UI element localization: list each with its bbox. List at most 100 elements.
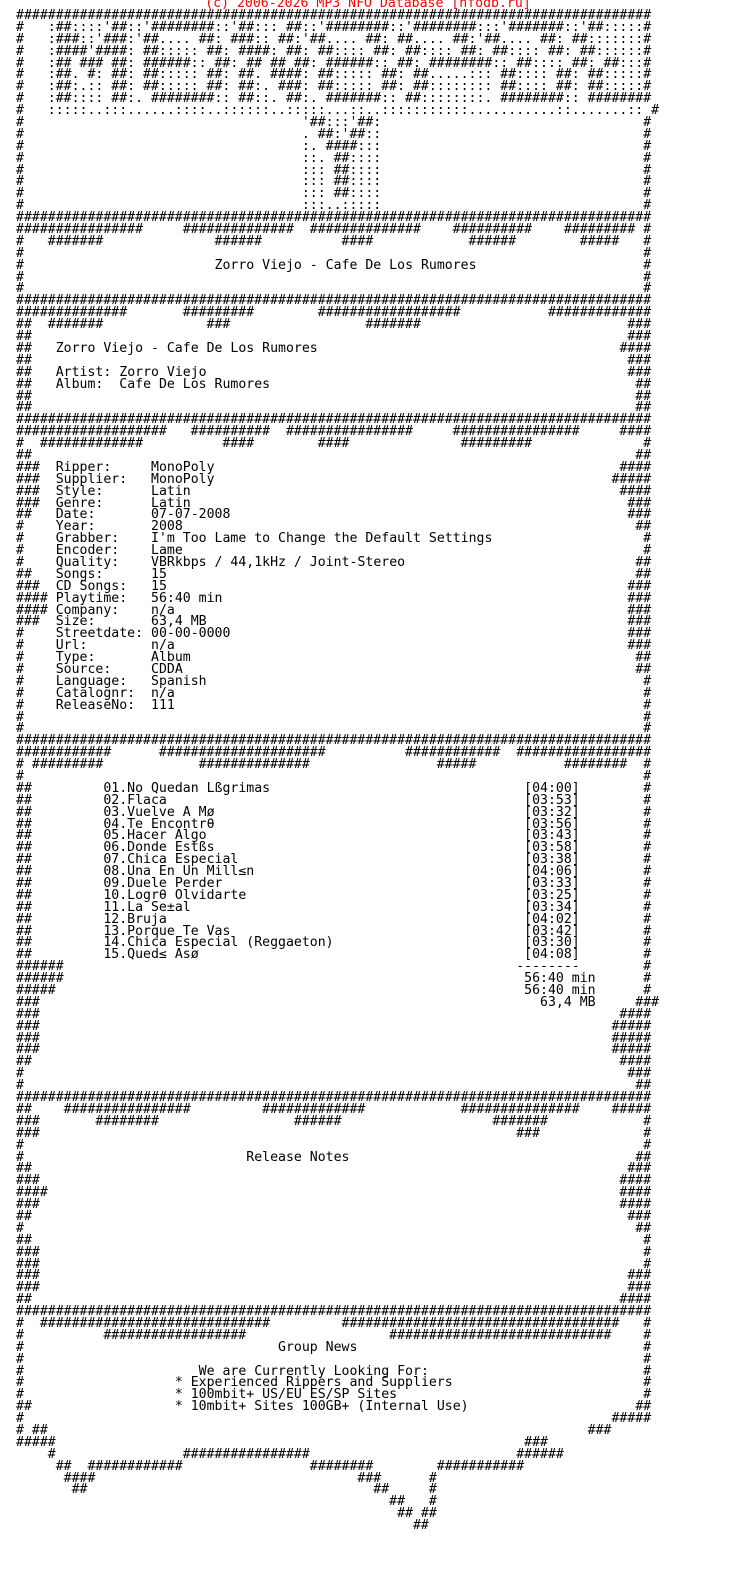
border-left: ## <box>16 340 32 356</box>
track-title: 09.Duele Perder <box>103 876 223 892</box>
field-label: Songs: <box>55 566 104 582</box>
field-label: Language: <box>55 673 128 689</box>
track-time: [03:34] <box>524 899 580 915</box>
border-right: # <box>643 911 652 927</box>
text-row: ## ### <box>16 1208 659 1224</box>
line-text: Group News <box>174 1339 358 1355</box>
ascii-art-line: # :##::::'##::'########::'##::: ##::'###… <box>16 19 652 35</box>
ascii-art-line: # ####### ###### #### ###### ##### # <box>16 233 652 249</box>
track-title: 03.Vuelve A Mø <box>103 804 215 820</box>
ascii-art-line: # :####'####: ##::::: ##: ####: ##: ##::… <box>16 43 652 59</box>
border-right: ## <box>635 1078 652 1094</box>
border-right: # <box>643 1375 652 1391</box>
border-left: # <box>16 673 24 689</box>
border-left: # <box>16 1375 24 1391</box>
release-notes-section: ########################################… <box>16 1091 659 1308</box>
border-left: # <box>16 1137 24 1153</box>
track-title: 04.Te Encontrθ <box>103 816 215 832</box>
text-row: # # <box>16 1353 659 1366</box>
track-title: 06.Donde Estßs <box>103 840 215 856</box>
border-right: ## <box>635 388 652 404</box>
line-text: * 100mbit+ US/EU ES/SP Sites <box>174 1387 398 1403</box>
border-right: #### <box>619 1006 652 1022</box>
text-row: ### ##### <box>16 1043 659 1056</box>
text-row: ## #### <box>16 1292 659 1308</box>
ascii-art-line: # ::. ##:::: # <box>16 150 652 166</box>
border-left: # <box>16 1078 24 1094</box>
field-row: ## Artist: Zorro Viejo ### <box>16 364 659 380</box>
track-row: ## 03.Vuelve A Mø [03:32] # <box>16 804 659 820</box>
ascii-art-line: ########################################… <box>16 293 652 309</box>
track-time: [03:56] <box>524 816 580 832</box>
border-right: ## <box>635 376 652 392</box>
border-right: ### <box>627 1280 652 1296</box>
border-left: ## <box>16 1161 32 1177</box>
border-left: ## <box>16 1292 32 1308</box>
field-row: ### Ripper: MonoPoly #### <box>16 459 659 475</box>
border-right: ### <box>627 590 652 606</box>
text-row: # # <box>16 247 659 260</box>
track-time: [03:58] <box>524 840 580 856</box>
ascii-art-line: # :##. #: ##: ##::::: ##: ##. ####: ##::… <box>16 67 652 83</box>
ascii-art-line: ## ## # <box>16 1482 437 1498</box>
field-label: Source: <box>55 661 112 677</box>
border-right: # <box>643 685 652 701</box>
ascii-art-line: ##### ### <box>16 1434 548 1450</box>
ascii-art-line: # :. ####::: # <box>16 138 652 154</box>
line-text: * 10mbit+ Sites 100GB+ (Internal Use) <box>174 1399 469 1415</box>
track-row: ## 06.Donde Estßs [03:58] # <box>16 840 659 856</box>
field-label: Artist: <box>55 364 112 380</box>
track-row: ## 10.Logrθ Olvidarte [03:25] # <box>16 887 659 903</box>
border-right: ### <box>627 638 652 654</box>
border-right: # <box>643 1339 652 1355</box>
border-left: # <box>16 257 24 273</box>
border-right: # <box>643 269 652 285</box>
border-right: ## <box>635 661 652 677</box>
border-left: # <box>16 661 24 677</box>
border-left: ## <box>16 876 32 892</box>
border-right: ##### <box>611 1411 652 1427</box>
border-left: ## <box>16 364 32 380</box>
border-right: #### <box>619 1197 652 1213</box>
ascii-art-line: ############## ######### ###############… <box>16 305 652 321</box>
text-row: ## * 10mbit+ Sites 100GB+ (Internal Use)… <box>16 1399 659 1415</box>
track-row: ## 13.Porque Te Vas [03:42] # <box>16 925 659 938</box>
ascii-art-line: # :##:::: ##:. ########:: ##::. ##:. ###… <box>16 91 652 107</box>
border-left: # <box>16 543 24 559</box>
border-right: ## <box>635 1399 652 1415</box>
border-right: # <box>643 887 652 903</box>
release-details-section: ################### ########## #########… <box>16 425 659 735</box>
text-row: # # <box>16 770 659 783</box>
track-row: ## 14.Chica Especial (Reggaeton) [03:30]… <box>16 936 659 949</box>
field-value: CDDA <box>151 661 183 677</box>
field-label: Encoder: <box>55 543 120 559</box>
field-value: 2008 <box>151 519 183 535</box>
ascii-art-line: ## ## <box>16 1506 437 1522</box>
border-left: ### <box>16 1030 40 1046</box>
border-right: ## <box>635 1149 652 1165</box>
track-row: ## 11.La Se±al [03:34] # <box>16 899 659 915</box>
border-right: # <box>643 1137 652 1153</box>
ascii-art-line: # ######### ############## ##### #######… <box>16 757 652 773</box>
border-right: # <box>643 543 652 559</box>
ascii-art-line: ########################################… <box>16 412 652 428</box>
border-right: # <box>643 1232 652 1248</box>
border-left: ### <box>16 578 40 594</box>
track-title: 15.Qued≤ Asø <box>103 947 199 963</box>
field-value: MonoPoly <box>151 459 215 475</box>
border-right: # <box>643 697 652 713</box>
text-row: # * 100mbit+ US/EU ES/SP Sites # <box>16 1387 659 1403</box>
border-left: ## <box>16 780 32 796</box>
border-left: ## <box>16 507 32 523</box>
logo-section: ########################################… <box>16 9 659 224</box>
border-right: ## <box>635 566 652 582</box>
field-label: Playtime: <box>55 590 128 606</box>
border-left: ## <box>16 566 32 582</box>
field-label: Ripper: <box>55 459 112 475</box>
border-right: ### <box>627 1208 652 1224</box>
track-title: 05.Hacer Algo <box>103 828 207 844</box>
text-row: ## #### <box>16 1055 659 1068</box>
field-row: ### Size: 63,4 MB ### <box>16 615 659 628</box>
ascii-art-line: ##### 56:40 min # <box>16 983 652 999</box>
field-value: 15 <box>151 578 167 594</box>
